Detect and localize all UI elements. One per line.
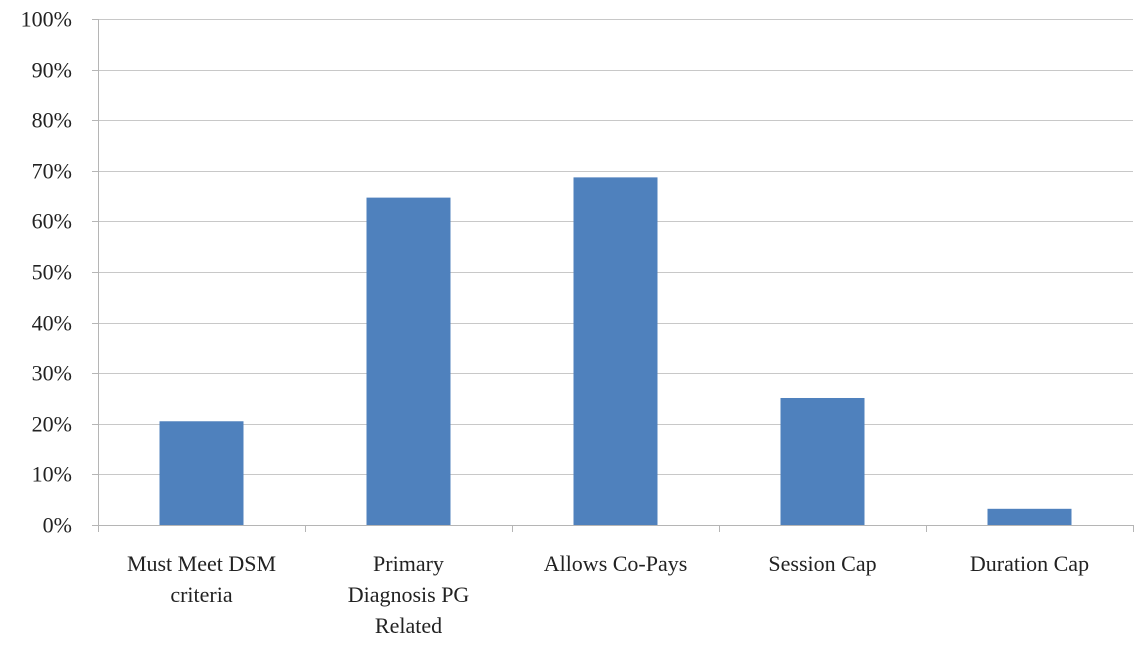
bar: [987, 508, 1072, 525]
bars: [159, 177, 1072, 526]
y-tick-label: 60%: [32, 209, 72, 234]
x-category-label: Primary Diagnosis PG Related: [348, 551, 470, 638]
x-category-label: Must Meet DSM criteria: [127, 551, 276, 607]
y-tick-label: 90%: [32, 58, 72, 83]
y-tick-label: 40%: [32, 311, 72, 336]
bar: [573, 177, 658, 526]
x-category-label: Session Cap: [768, 551, 876, 576]
x-category-label: Allows Co-Pays: [544, 551, 688, 576]
bar: [159, 421, 244, 525]
y-tick-label: 10%: [32, 462, 72, 487]
y-tick-label: 50%: [32, 260, 72, 285]
bar: [366, 197, 451, 526]
bar: [780, 397, 865, 525]
y-tick-label: 70%: [32, 159, 72, 184]
y-tick-label: 0%: [43, 513, 72, 538]
y-tick-label: 20%: [32, 412, 72, 437]
x-category-label: Duration Cap: [970, 551, 1089, 576]
y-tick-label: 100%: [21, 7, 72, 32]
y-tick-label: 30%: [32, 361, 72, 386]
y-tick-label: 80%: [32, 108, 72, 133]
labels: 0% 10% 20% 30% 40% 50% 60% 70% 80% 90% 100% Must Me…: [21, 7, 1089, 639]
axes: [92, 19, 1134, 532]
